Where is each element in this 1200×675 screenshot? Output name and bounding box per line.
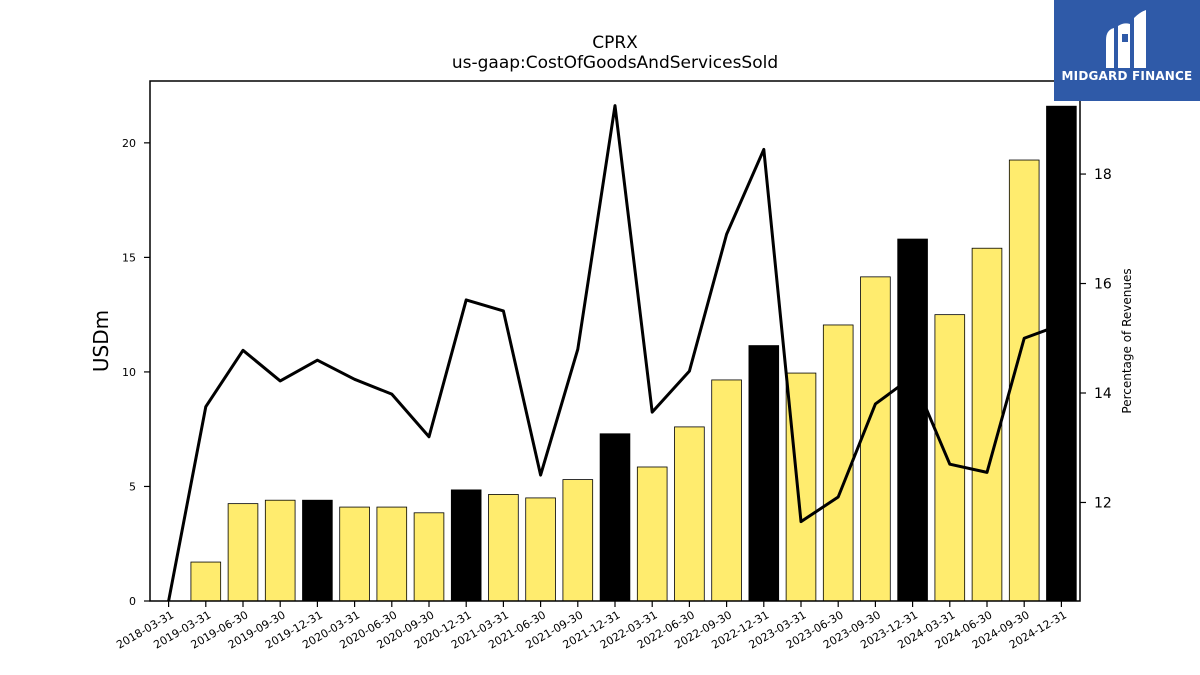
y2-tick-label: 18 xyxy=(1094,167,1112,183)
x-axis: 2018-03-312019-03-312019-06-302019-09-30… xyxy=(114,601,1069,652)
bar-2023-12-31 xyxy=(897,238,928,602)
y2-axis-label: Percentage of Revenues xyxy=(1120,268,1134,413)
bar-2024-12-31 xyxy=(1046,105,1077,602)
bar-2022-12-31 xyxy=(748,345,780,602)
brand-name: MIDGARD FINANCE xyxy=(1061,69,1193,83)
series-line-percentage xyxy=(167,104,1062,602)
logo-mark-icon xyxy=(1106,10,1146,68)
left-axis: 0 5 10 15 20 xyxy=(122,137,150,608)
y-tick-label: 15 xyxy=(122,251,136,264)
y2-tick-label: 12 xyxy=(1094,495,1112,511)
bar-2021-09-30 xyxy=(562,479,594,602)
bars-layer xyxy=(190,105,1077,602)
bar-2019-03-31 xyxy=(190,561,222,602)
bar-2019-09-30 xyxy=(264,499,296,602)
bar-2024-06-30 xyxy=(971,247,1003,602)
bar-2021-06-30 xyxy=(525,497,556,602)
bar-2020-06-30 xyxy=(376,506,408,602)
bar-2024-03-31 xyxy=(934,314,966,602)
bar-2023-09-30 xyxy=(860,276,891,602)
bar-2022-06-30 xyxy=(674,426,705,602)
y-tick-label: 5 xyxy=(129,480,136,493)
bar-2020-03-31 xyxy=(339,506,370,602)
brand-logo: MIDGARD FINANCE xyxy=(1054,0,1200,101)
y2-tick-label: 14 xyxy=(1094,386,1112,402)
bar-2020-12-31 xyxy=(450,489,482,602)
bar-2024-09-30 xyxy=(1008,159,1040,602)
chart-title: CPRX xyxy=(592,33,638,53)
right-axis: 12 14 16 18 xyxy=(1080,167,1112,511)
bar-2023-06-30 xyxy=(822,324,854,602)
bar-2020-09-30 xyxy=(413,512,445,602)
bar-2019-12-31 xyxy=(302,499,333,602)
y-tick-label: 0 xyxy=(129,595,136,608)
bar-2021-12-31 xyxy=(599,433,631,602)
y-tick-label: 20 xyxy=(122,137,136,150)
bar-2019-06-30 xyxy=(227,503,259,602)
y-tick-label: 10 xyxy=(122,366,136,379)
y2-tick-label: 16 xyxy=(1094,277,1112,293)
chart-subtitle: us-gaap:CostOfGoodsAndServicesSold xyxy=(452,53,778,73)
bar-2022-09-30 xyxy=(711,379,742,602)
y-axis-label: USDm xyxy=(89,310,113,372)
bar-2021-03-31 xyxy=(488,494,519,602)
line-layer xyxy=(167,104,1062,602)
bar-2022-03-31 xyxy=(636,466,668,602)
